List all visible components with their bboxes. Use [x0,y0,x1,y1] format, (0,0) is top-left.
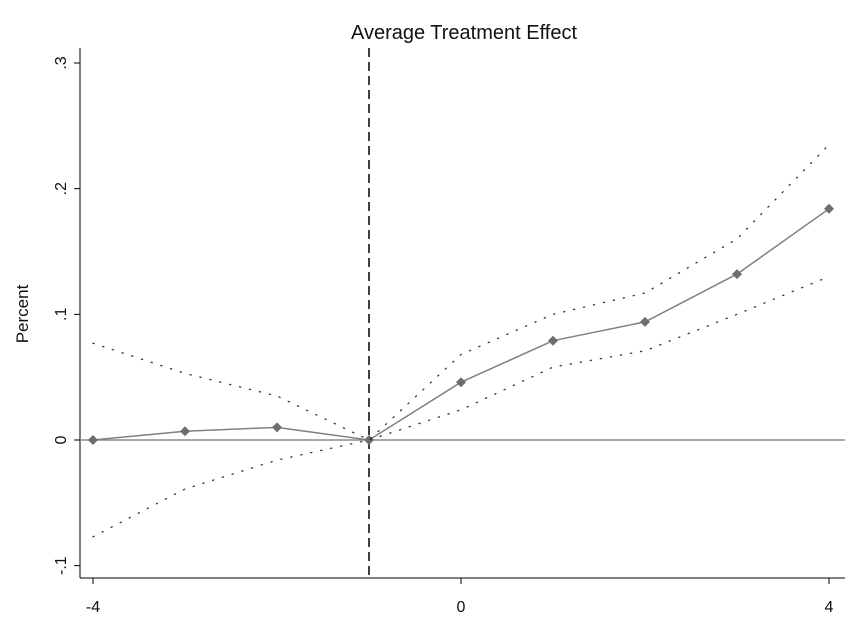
estimate-marker [732,269,742,280]
estimate-marker [272,422,282,433]
estimate-line [92,208,830,441]
estimate-marker [640,316,650,327]
estimate-marker [88,435,98,445]
lower-ci-line [92,275,830,538]
x-tick-label: -4 [86,599,100,616]
x-tick-label: 0 [457,599,466,616]
chart-title: Average Treatment Effect [351,22,577,44]
x-tick-label: 4 [825,599,834,616]
y-tick-label: .1 [53,308,70,321]
y-tick-label: -.1 [53,556,70,575]
estimate-marker [548,335,558,346]
y-tick-label: 0 [53,435,70,444]
upper-ci-line [92,144,830,441]
y-tick-label: .3 [53,56,70,69]
estimate-marker [824,203,834,214]
y-axis-title: Percent [13,284,32,343]
estimate-marker [456,377,466,388]
y-tick-label: .2 [53,182,70,195]
plot-area: -.1 0 .1 .2 .3 -4 0 4 [53,48,845,616]
estimate-marker [180,426,190,437]
estimate-marker [364,435,374,445]
